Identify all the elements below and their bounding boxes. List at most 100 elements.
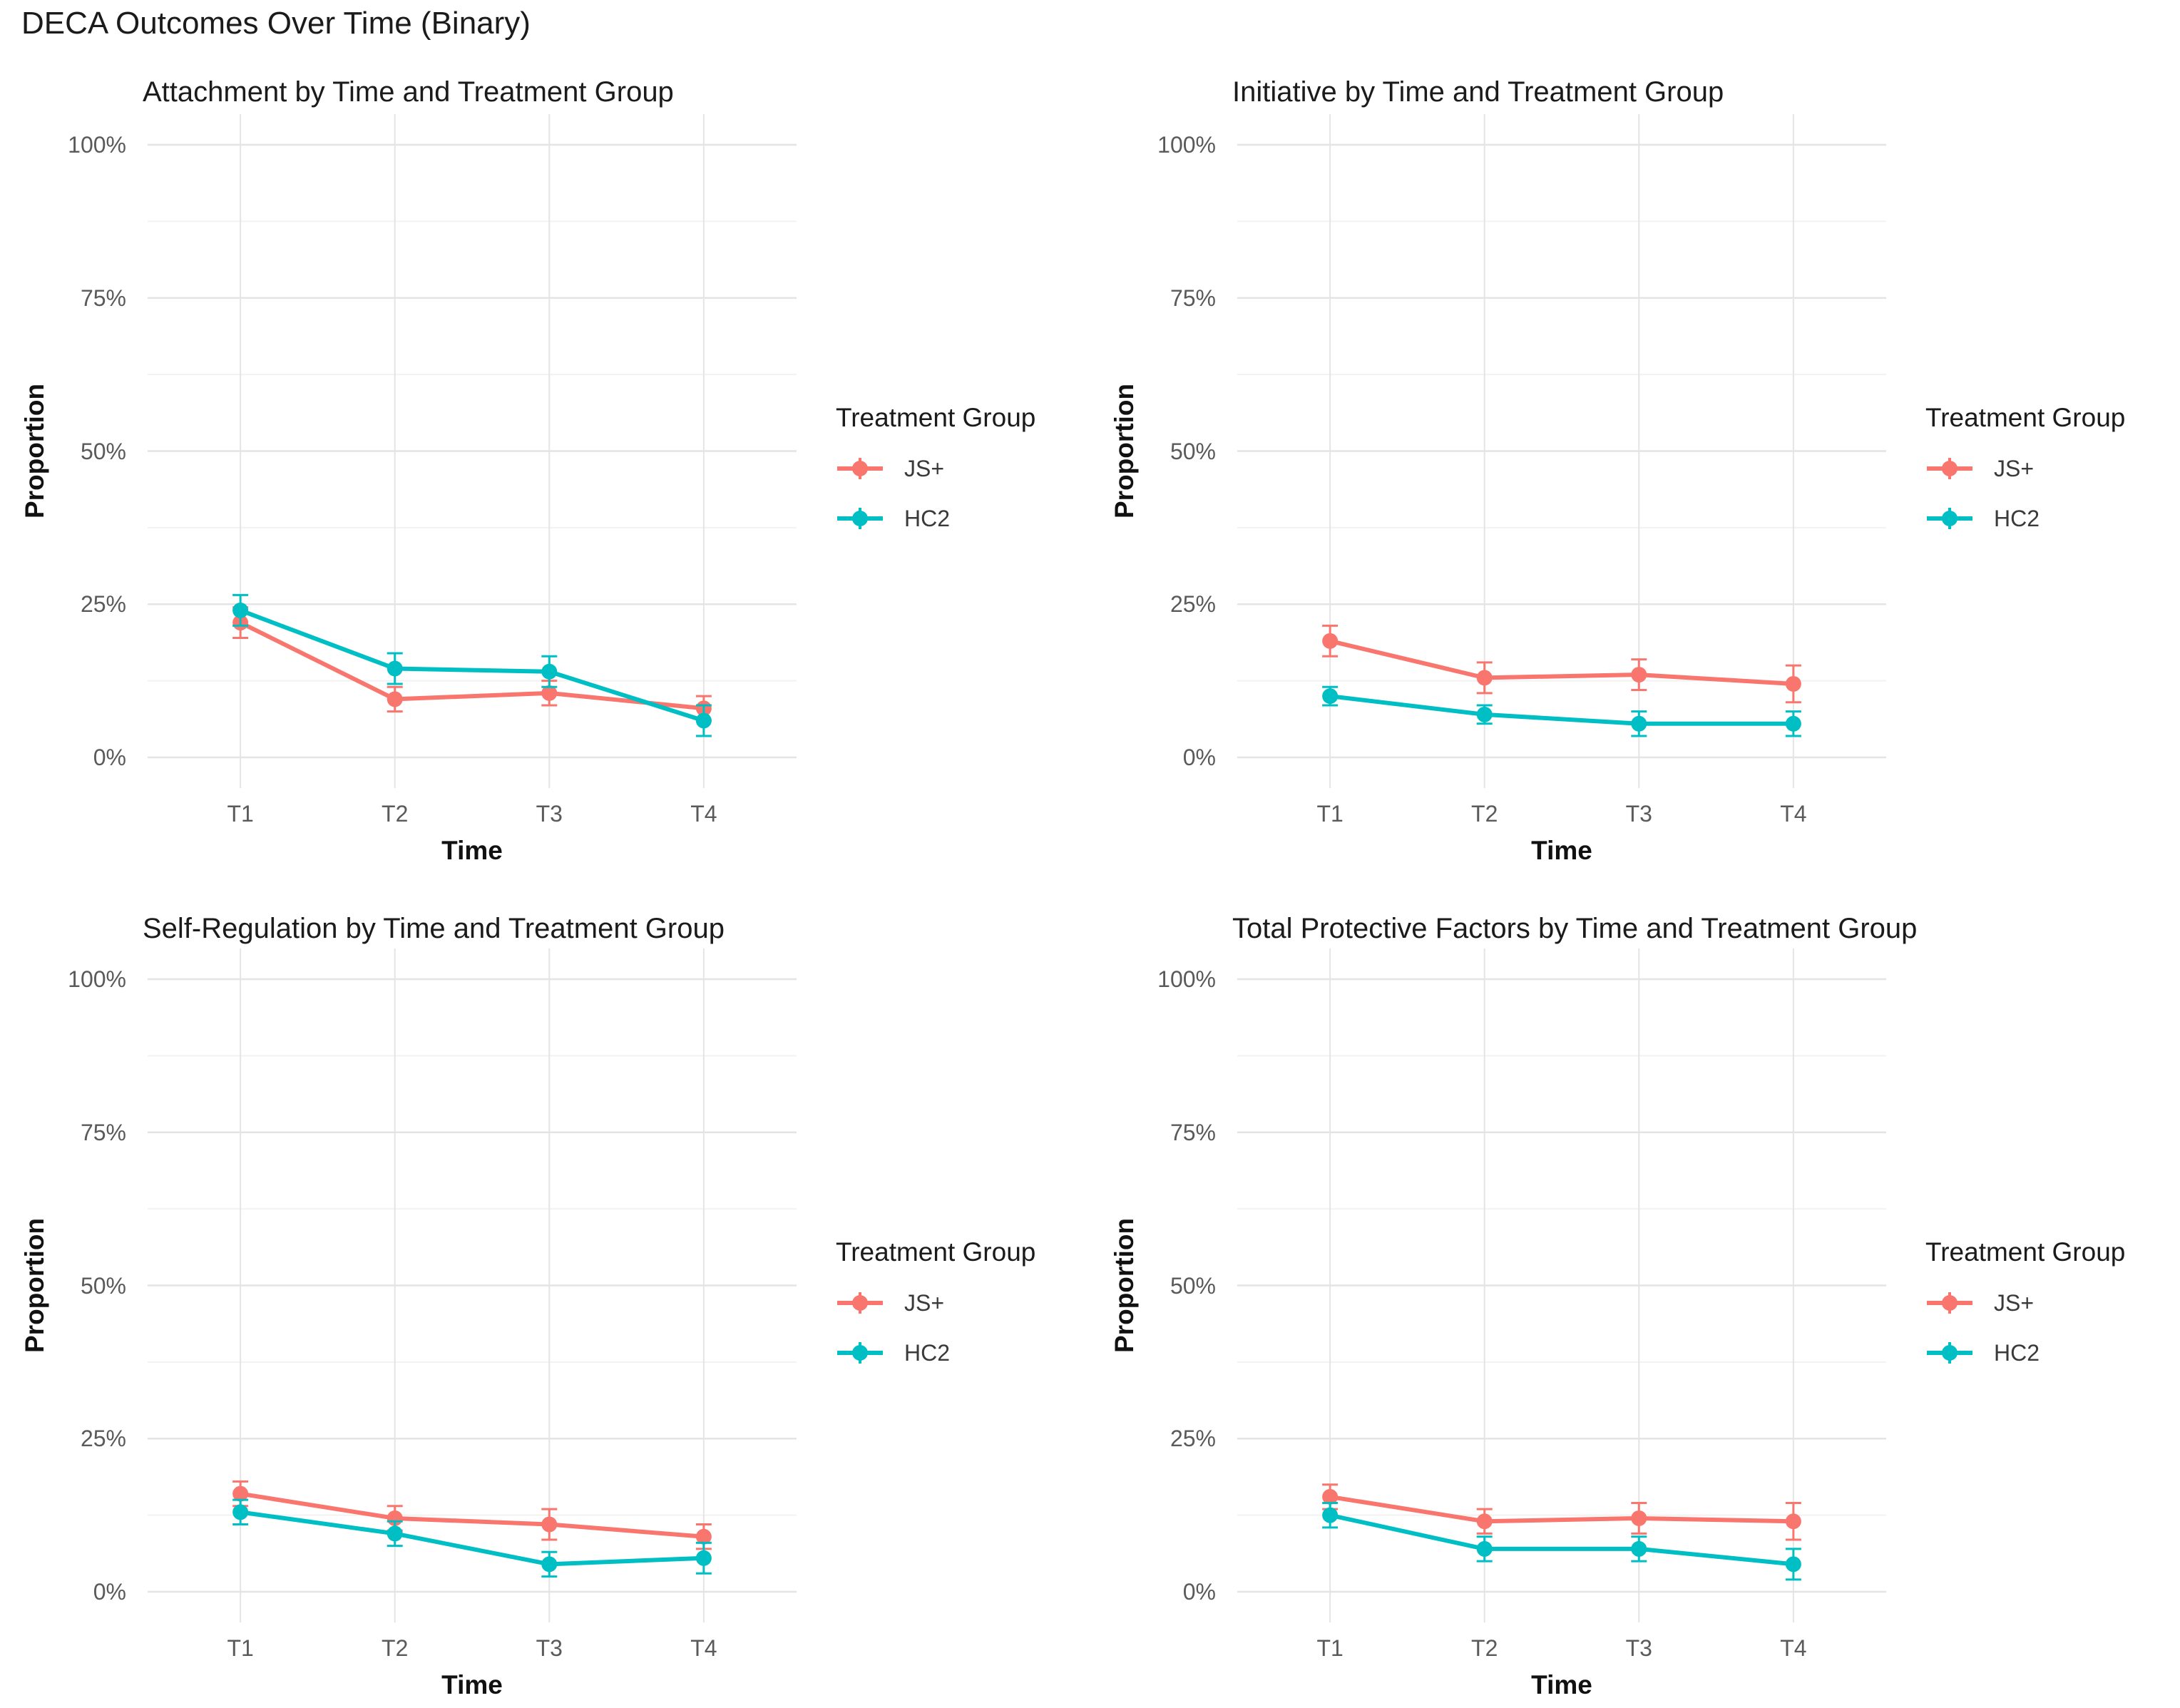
x-tick-label: T1 bbox=[227, 1635, 254, 1661]
chart-svg bbox=[148, 114, 797, 788]
legend-entry-hc2: HC2 bbox=[836, 503, 1092, 534]
x-tick-label: T2 bbox=[382, 1635, 409, 1661]
legend-entries: JS+ HC2 bbox=[1925, 453, 2180, 534]
y-tick-label: 100% bbox=[68, 966, 126, 992]
legend-entries: JS+ HC2 bbox=[1925, 1287, 2180, 1369]
y-tick-label: 50% bbox=[80, 438, 126, 464]
legend-entry-jsplus: JS+ bbox=[1925, 1287, 2180, 1319]
legend-key-pointrange-icon bbox=[1927, 1342, 1972, 1364]
x-tick-label: T1 bbox=[227, 801, 254, 827]
chart-svg bbox=[148, 948, 797, 1622]
legend-point-icon bbox=[1942, 511, 1958, 526]
data-point bbox=[1785, 1513, 1801, 1530]
data-point bbox=[232, 1504, 249, 1520]
gridlines bbox=[1237, 114, 1886, 788]
x-tick-label: T2 bbox=[1471, 801, 1498, 827]
x-tick-label: T3 bbox=[536, 1635, 563, 1661]
data-point bbox=[1476, 1540, 1493, 1557]
y-tick-label: 75% bbox=[1170, 1119, 1216, 1145]
y-tick-label: 100% bbox=[68, 131, 126, 158]
x-tick-label: T3 bbox=[1625, 801, 1652, 827]
data-point bbox=[541, 663, 558, 680]
legend-point-icon bbox=[852, 511, 868, 526]
data-point bbox=[1476, 1513, 1493, 1530]
y-tick-label: 100% bbox=[1157, 966, 1216, 992]
legend-entry-label: JS+ bbox=[904, 455, 945, 481]
legend-key-pointrange-icon bbox=[1927, 1292, 1972, 1314]
plot-area: 0% 25% 50% 75% 100% T1 T2 T3 T4 bbox=[68, 948, 797, 1661]
x-tick-label: T4 bbox=[1780, 801, 1807, 827]
chart-svg bbox=[1237, 948, 1886, 1622]
y-tick-label: 50% bbox=[1170, 1272, 1216, 1299]
data-point bbox=[387, 691, 403, 707]
legend: Treatment Group JS+ HC2 bbox=[836, 1237, 1092, 1387]
legend-entry-hc2: HC2 bbox=[1925, 503, 2180, 534]
legend-key-pointrange-icon bbox=[837, 458, 883, 479]
data-point bbox=[695, 712, 712, 729]
panel-title: Attachment by Time and Treatment Group bbox=[143, 76, 674, 108]
legend-title: Treatment Group bbox=[836, 1237, 1036, 1267]
legend-entries: JS+ HC2 bbox=[836, 1287, 1092, 1369]
y-tick-label: 100% bbox=[1157, 131, 1216, 158]
panel-initiative: Initiative by Time and Treatment Group P… bbox=[1090, 39, 2179, 866]
data-point bbox=[1322, 1488, 1339, 1505]
legend-point-icon bbox=[1942, 461, 1958, 476]
y-tick-label: 0% bbox=[1182, 1579, 1216, 1605]
legend-entry-label: HC2 bbox=[1994, 1339, 2040, 1366]
legend-entry-label: JS+ bbox=[1994, 1289, 2035, 1316]
y-tick-label: 75% bbox=[80, 285, 126, 311]
x-axis-title: Time bbox=[441, 1670, 503, 1699]
legend-title: Treatment Group bbox=[836, 403, 1036, 432]
x-tick-label: T2 bbox=[1471, 1635, 1498, 1661]
series-jsplus bbox=[1322, 624, 1801, 704]
legend-entry-label: JS+ bbox=[904, 1289, 945, 1316]
series-hc2 bbox=[232, 593, 712, 737]
legend-entry-hc2: HC2 bbox=[1925, 1337, 2180, 1369]
data-point bbox=[695, 1550, 712, 1566]
y-tick-label: 25% bbox=[80, 591, 126, 618]
y-tick-label: 75% bbox=[1170, 285, 1216, 311]
legend-entry-label: JS+ bbox=[1994, 455, 2035, 481]
series-jsplus bbox=[232, 606, 712, 722]
legend-entry-label: HC2 bbox=[904, 1339, 951, 1366]
data-point bbox=[232, 602, 249, 618]
legend-key-pointrange-icon bbox=[1927, 508, 1972, 529]
data-point bbox=[1476, 670, 1493, 686]
x-tick-label: T4 bbox=[690, 801, 717, 827]
data-point bbox=[1476, 706, 1493, 722]
series-hc2 bbox=[232, 1498, 712, 1578]
y-tick-label: 0% bbox=[93, 745, 126, 771]
legend-entry-label: HC2 bbox=[1994, 505, 2040, 531]
legend-point-icon bbox=[852, 1295, 868, 1311]
data-point bbox=[1322, 688, 1339, 705]
panel-title: Initiative by Time and Treatment Group bbox=[1232, 76, 1724, 108]
legend-point-icon bbox=[852, 461, 868, 476]
y-tick-label: 50% bbox=[1170, 438, 1216, 464]
data-point bbox=[1631, 715, 1647, 732]
panel-self-regulation: Self-Regulation by Time and Treatment Gr… bbox=[0, 881, 1090, 1708]
chart-svg bbox=[1237, 114, 1886, 788]
x-tick-label: T1 bbox=[1316, 801, 1344, 827]
data-point bbox=[695, 1528, 712, 1545]
series-hc2 bbox=[1322, 1501, 1801, 1581]
data-point bbox=[387, 660, 403, 677]
x-tick-label: T4 bbox=[690, 1635, 717, 1661]
y-tick-label: 50% bbox=[80, 1272, 126, 1299]
x-tick-label: T3 bbox=[1625, 1635, 1652, 1661]
figure-title: DECA Outcomes Over Time (Binary) bbox=[21, 6, 531, 41]
legend-key-pointrange-icon bbox=[837, 508, 883, 529]
x-axis-title: Time bbox=[1531, 1670, 1592, 1699]
y-tick-label: 75% bbox=[80, 1119, 126, 1145]
gridlines bbox=[148, 114, 797, 788]
data-point bbox=[541, 1516, 558, 1533]
x-axis-title: Time bbox=[441, 836, 503, 865]
data-point bbox=[1322, 1507, 1339, 1523]
data-point bbox=[1631, 1510, 1647, 1526]
y-tick-label: 0% bbox=[93, 1579, 126, 1605]
legend-entry-jsplus: JS+ bbox=[1925, 453, 2180, 484]
plot-area: 0% 25% 50% 75% 100% T1 T2 T3 T4 bbox=[1157, 114, 1886, 827]
legend-title: Treatment Group bbox=[1925, 403, 2126, 432]
legend-key-pointrange-icon bbox=[837, 1342, 883, 1364]
plot-area: 0% 25% 50% 75% 100% T1 T2 T3 T4 bbox=[68, 114, 797, 827]
legend-entry-jsplus: JS+ bbox=[836, 1287, 1092, 1319]
